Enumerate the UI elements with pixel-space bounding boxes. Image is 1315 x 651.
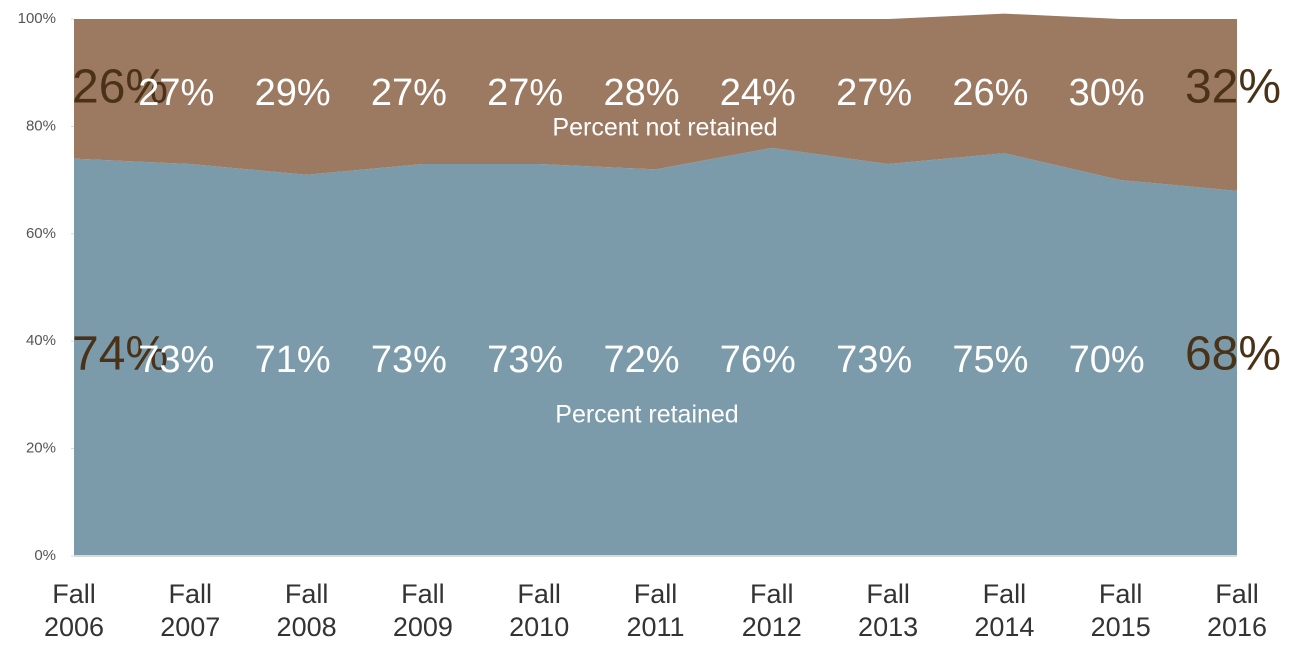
value-label: 71% [255, 339, 331, 381]
value-label: 30% [1069, 72, 1145, 114]
series-label: Percent retained [555, 401, 738, 429]
y-tick-label: 60% [26, 225, 56, 242]
x-tick-label: Fall 2007 [160, 579, 221, 642]
area [74, 13, 1237, 191]
value-label: 76% [720, 339, 796, 381]
y-tick-label: 0% [34, 547, 56, 564]
x-tick-label: Fall 2006 [43, 579, 105, 642]
y-tick-label: 20% [26, 440, 56, 457]
value-label: 24% [720, 72, 796, 114]
x-tick-label: Fall 2012 [741, 579, 802, 642]
x-tick-label: Fall 2009 [392, 579, 453, 642]
value-label: 27% [836, 72, 912, 114]
x-tick-label: Fall 2008 [276, 579, 337, 642]
value-label: 73% [487, 339, 563, 381]
value-label: 27% [487, 72, 563, 114]
y-tick-label: 40% [26, 332, 56, 349]
value-label: 73% [836, 339, 912, 381]
value-label: 27% [138, 72, 214, 114]
y-tick-label: 100% [18, 10, 56, 27]
value-label: 74% [72, 328, 168, 381]
value-label: 29% [255, 72, 331, 114]
value-label: 68% [1185, 328, 1281, 381]
x-tick-label: Fall 2011 [626, 579, 685, 642]
value-label: 75% [952, 339, 1028, 381]
x-tick-label: Fall 2010 [509, 579, 570, 642]
value-label: 26% [952, 72, 1028, 114]
value-label: 28% [603, 72, 679, 114]
value-label: 72% [603, 339, 679, 381]
x-tick-label: Fall 2016 [1206, 579, 1268, 642]
x-tick-label: Fall 2014 [974, 579, 1035, 642]
value-label: 73% [138, 339, 214, 381]
value-label: 26% [72, 61, 168, 114]
value-label: 70% [1069, 339, 1145, 381]
x-tick-label: Fall 2015 [1090, 579, 1151, 642]
x-tick-label: Fall 2013 [858, 579, 919, 642]
y-tick-label: 80% [26, 117, 56, 134]
value-label: 73% [371, 339, 447, 381]
area [74, 147, 1237, 556]
series-label: Percent not retained [552, 114, 777, 142]
value-label: 32% [1185, 61, 1281, 114]
value-label: 27% [371, 72, 447, 114]
